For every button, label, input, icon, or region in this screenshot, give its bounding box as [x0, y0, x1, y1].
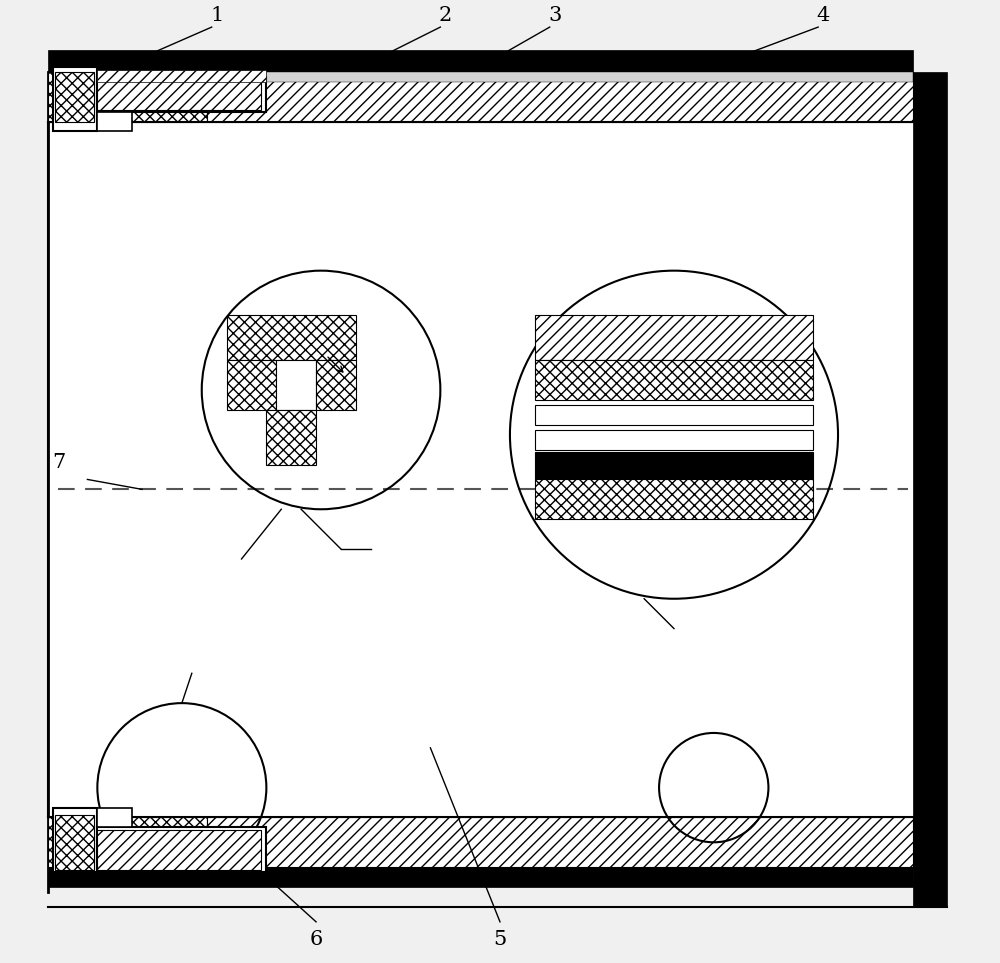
Bar: [276, 360, 316, 410]
Bar: [535, 360, 813, 400]
Bar: [535, 316, 813, 360]
Bar: [48, 72, 207, 121]
Bar: [535, 429, 813, 450]
Bar: [48, 867, 913, 887]
Text: 4: 4: [816, 6, 830, 25]
Text: 1: 1: [210, 6, 223, 25]
Text: 3: 3: [548, 6, 561, 25]
Text: 6: 6: [309, 930, 323, 949]
Bar: [55, 72, 94, 121]
Bar: [48, 50, 913, 72]
Bar: [55, 816, 94, 871]
Bar: [535, 404, 813, 425]
Bar: [207, 72, 913, 82]
Bar: [97, 112, 132, 132]
Text: 7: 7: [53, 454, 66, 473]
Bar: [97, 77, 266, 112]
Text: 5: 5: [493, 930, 507, 949]
Bar: [53, 808, 97, 872]
Bar: [913, 72, 947, 907]
Bar: [207, 72, 913, 121]
Bar: [97, 70, 266, 82]
Bar: [48, 818, 207, 867]
Bar: [266, 410, 316, 464]
Bar: [227, 316, 356, 360]
Bar: [48, 121, 913, 818]
Bar: [535, 452, 813, 480]
Bar: [53, 66, 97, 132]
Bar: [207, 818, 913, 867]
Bar: [97, 830, 261, 871]
Bar: [97, 827, 266, 872]
Bar: [535, 480, 813, 519]
Bar: [97, 808, 132, 827]
Bar: [316, 360, 356, 410]
Text: 2: 2: [439, 6, 452, 25]
Bar: [97, 80, 261, 110]
Bar: [227, 360, 276, 410]
